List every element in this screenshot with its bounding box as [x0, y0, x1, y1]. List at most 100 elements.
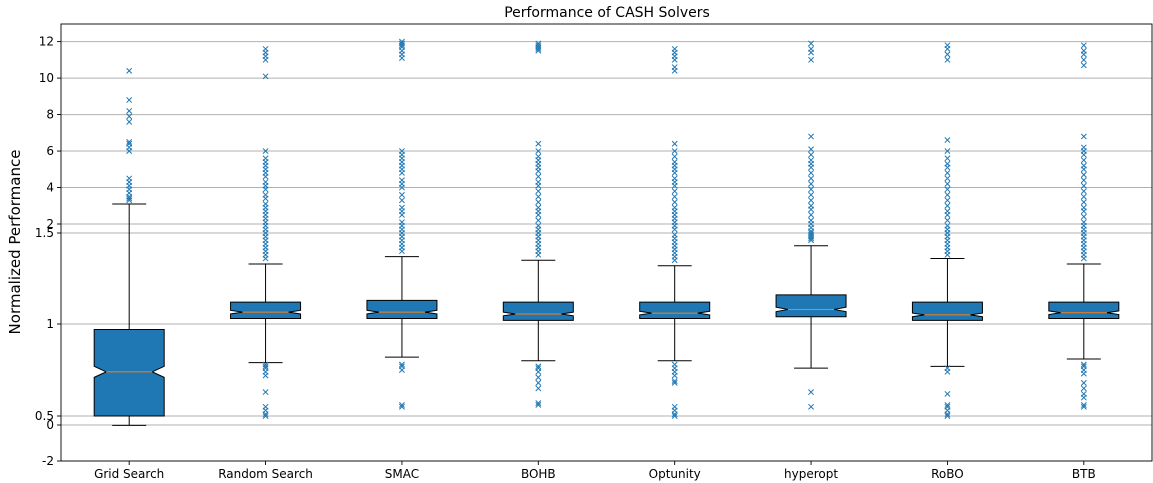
outlier-point — [671, 231, 678, 238]
outlier-point — [535, 193, 542, 200]
outlier-point — [808, 217, 815, 224]
grid-lines — [61, 41, 1152, 462]
outlier-point — [1080, 177, 1087, 184]
outlier-point — [535, 188, 542, 195]
box-robo — [911, 42, 983, 419]
outlier-point — [808, 180, 815, 187]
outlier-point — [1080, 42, 1087, 49]
outlier-point — [535, 400, 542, 407]
outlier-point — [262, 200, 269, 207]
outlier-point — [808, 45, 815, 52]
outlier-point — [808, 186, 815, 193]
chart-title: Performance of CASH Solvers — [504, 5, 710, 21]
box-grid-search — [93, 67, 165, 426]
x-tick-label: Random Search — [218, 467, 313, 481]
outlier-point — [671, 378, 678, 384]
outlier-point — [808, 151, 815, 158]
outlier-point — [671, 64, 678, 71]
outlier-point — [671, 413, 678, 419]
outlier-point — [1080, 56, 1087, 63]
outlier-point — [262, 179, 269, 186]
y-tick-label: 1 — [46, 317, 54, 331]
outlier-point — [671, 153, 678, 160]
outlier-point — [1080, 144, 1087, 151]
outlier-point — [535, 204, 542, 211]
x-tick-label: SMAC — [385, 467, 419, 481]
outlier-point — [944, 390, 951, 397]
outlier-point — [671, 159, 678, 165]
x-tick-label: RoBO — [931, 467, 964, 481]
outlier-point — [944, 175, 951, 182]
outlier-point — [535, 365, 542, 372]
box-optunity — [639, 45, 711, 419]
y-tick-label: 6 — [46, 144, 54, 158]
outlier-point — [398, 191, 405, 198]
outlier-point — [944, 180, 951, 187]
outlier-point — [808, 169, 815, 176]
outlier-point — [944, 51, 951, 58]
outlier-point — [808, 146, 815, 153]
outlier-point — [398, 177, 405, 184]
outlier-point — [944, 56, 951, 63]
outlier-point — [398, 38, 405, 45]
outlier-point — [808, 230, 815, 236]
outlier-point — [126, 97, 133, 103]
outlier-point — [398, 219, 405, 226]
y-tick-label: 4 — [46, 181, 54, 195]
outlier-point — [808, 157, 815, 164]
outlier-point — [944, 365, 951, 372]
outlier-point — [671, 175, 678, 182]
outlier-point — [535, 140, 542, 147]
outlier-point — [1080, 219, 1087, 226]
outlier-point — [398, 402, 405, 408]
outlier-point — [1080, 402, 1087, 408]
outlier-point — [262, 191, 269, 198]
outlier-point — [535, 363, 542, 370]
outlier-point — [535, 42, 542, 49]
outlier-point — [671, 193, 678, 200]
outlier-point — [398, 204, 405, 211]
outlier-point — [808, 133, 815, 140]
outlier-point — [671, 403, 678, 410]
outlier-point — [944, 217, 951, 224]
outlier-point — [1080, 361, 1087, 368]
y-tick-label: 12 — [39, 35, 54, 49]
outlier-point — [944, 191, 951, 198]
outlier-point — [1080, 204, 1087, 211]
outlier-point — [808, 389, 815, 396]
outlier-point — [1080, 390, 1087, 397]
outlier-point — [944, 202, 951, 209]
outlier-point — [671, 140, 678, 147]
outlier-point — [1080, 133, 1087, 140]
outlier-point — [126, 107, 133, 114]
outlier-point — [808, 197, 815, 204]
y-tick-label: 2 — [46, 217, 54, 231]
outlier-point — [535, 222, 542, 229]
outlier-point — [944, 197, 951, 204]
outlier-point — [808, 56, 815, 63]
outlier-point — [944, 160, 951, 167]
outlier-point — [1080, 379, 1087, 386]
outlier-point — [535, 217, 542, 224]
outlier-point — [262, 363, 269, 370]
outlier-point — [808, 403, 815, 410]
box-random-search — [230, 45, 302, 419]
outlier-point — [808, 191, 815, 198]
outlier-point — [262, 361, 269, 368]
axis-ticks: -2 00.5 1 1.52 4 6 8 10 12 Grid Search Random Sear… — [35, 35, 1096, 481]
outlier-point — [1080, 213, 1087, 220]
outlier-point — [126, 113, 133, 120]
outlier-point — [944, 42, 951, 49]
outlier-point — [126, 175, 133, 182]
outlier-point — [671, 188, 678, 195]
outlier-point — [1080, 188, 1087, 195]
y-axis-label: Normalized Performance — [6, 150, 24, 335]
outlier-point — [944, 413, 951, 419]
y-tick-label: 0.5 — [35, 409, 54, 423]
outlier-point — [535, 199, 542, 206]
outlier-point — [126, 138, 133, 145]
outlier-point — [1080, 363, 1087, 370]
box-hyperopt — [775, 40, 847, 410]
outlier-point — [535, 385, 542, 392]
outlier-point — [671, 204, 678, 211]
